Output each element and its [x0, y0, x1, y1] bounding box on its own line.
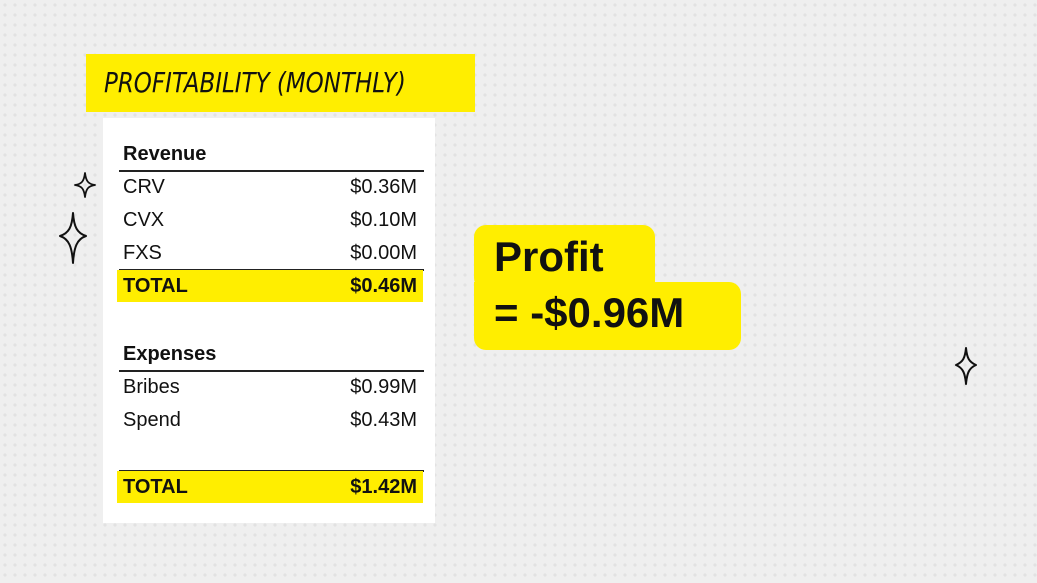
- revenue-heading: Revenue: [123, 143, 207, 165]
- total-value: $0.46M: [350, 275, 417, 297]
- row-label: Bribes: [123, 376, 180, 398]
- sparkle-icon: [955, 347, 977, 385]
- sparkle-icon: [74, 172, 96, 198]
- row-value: $0.36M: [350, 176, 417, 198]
- expenses-total-row: TOTAL $1.42M: [117, 471, 423, 503]
- table-row: FXS $0.00M: [117, 237, 423, 269]
- row-value: $0.10M: [350, 209, 417, 231]
- table-row: CRV $0.36M: [117, 171, 423, 203]
- revenue-total-row: TOTAL $0.46M: [117, 270, 423, 302]
- title-banner: PROFITABILITY (MONTHLY): [86, 54, 475, 112]
- table-row: CVX $0.10M: [117, 204, 423, 236]
- row-value: $0.00M: [350, 242, 417, 264]
- page-title: PROFITABILITY (MONTHLY): [104, 66, 406, 99]
- expenses-total-divider: [119, 470, 424, 472]
- profitability-table: Revenue CRV $0.36M CVX $0.10M FXS $0.00M…: [103, 118, 435, 523]
- table-row: Spend $0.43M: [117, 404, 423, 436]
- total-label: TOTAL: [123, 275, 188, 297]
- expenses-heading: Expenses: [123, 343, 217, 365]
- revenue-divider: [119, 170, 424, 172]
- row-label: FXS: [123, 242, 162, 264]
- row-label: CVX: [123, 209, 165, 231]
- profit-callout-top: [474, 225, 655, 290]
- revenue-total-divider: [119, 269, 424, 271]
- sparkle-icon: [59, 212, 87, 264]
- total-label: TOTAL: [123, 476, 188, 498]
- profit-label: Profit: [494, 233, 604, 280]
- table-row: Bribes $0.99M: [117, 371, 423, 403]
- profit-callout-bottom: [474, 282, 741, 350]
- row-label: Spend: [123, 409, 181, 431]
- row-label: CRV: [123, 176, 165, 198]
- row-value: $0.99M: [350, 376, 417, 398]
- expenses-divider: [119, 370, 424, 372]
- profit-value: = -$0.96M: [494, 289, 685, 336]
- row-value: $0.43M: [350, 409, 417, 431]
- total-value: $1.42M: [350, 476, 417, 498]
